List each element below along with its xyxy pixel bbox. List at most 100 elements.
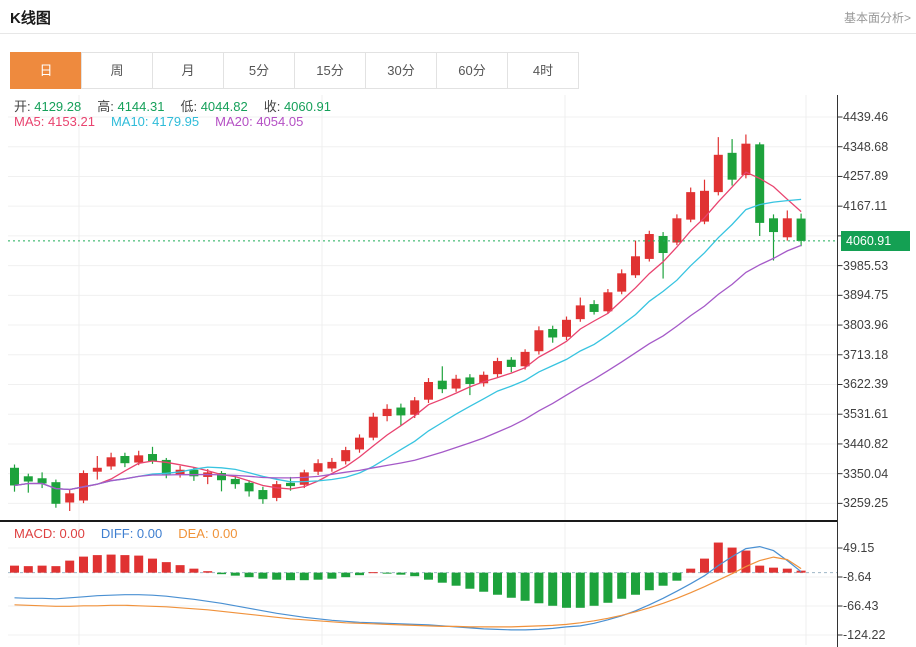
macd-bar [451, 572, 461, 586]
price-tick-label: 3713.18 [843, 347, 889, 362]
macd-bar [644, 572, 654, 591]
macd-bar [134, 555, 144, 573]
legend-item: DIFF: 0.00 [100, 526, 163, 541]
tab-周[interactable]: 周 [81, 52, 153, 89]
price-tick-label: 3894.75 [843, 288, 889, 303]
macd-bar [782, 568, 792, 573]
ma10-line [14, 198, 802, 491]
page-title: K线图 [10, 10, 51, 27]
macd-bar [161, 562, 171, 573]
candle-body [217, 473, 226, 481]
macd-tick-label: -124.22 [843, 628, 886, 642]
candle-body [562, 319, 571, 337]
candle-body [617, 273, 627, 292]
macd-bar [672, 572, 682, 581]
ma20-line [14, 244, 802, 491]
candle-body [230, 478, 240, 485]
tab-4时[interactable]: 4时 [507, 52, 579, 89]
macd-bar [65, 560, 75, 573]
candle-body [382, 408, 392, 417]
candle-body [451, 378, 461, 389]
macd-tick-label: -8.64 [843, 570, 872, 584]
candle-body [437, 380, 447, 390]
macd-bar [37, 565, 47, 573]
legend-item: MACD: 0.00 [14, 526, 85, 541]
macd-bar [244, 572, 254, 578]
macd-bar [769, 567, 778, 573]
macd-bar [51, 566, 61, 573]
price-tick-label: 3803.96 [843, 318, 889, 333]
macd-bar [727, 547, 737, 573]
candle-body [479, 374, 489, 384]
legend-item: 低: 4044.82 [180, 99, 248, 114]
grid-lines [8, 95, 838, 645]
ohlc-legend: 开: 4129.28 高: 4144.31 低: 4044.82 收: 4060.91 [14, 96, 347, 115]
candle-body [189, 469, 199, 477]
candle-body [506, 359, 516, 367]
current-price-label: 4060.91 [841, 230, 910, 251]
tab-5分[interactable]: 5分 [223, 52, 295, 89]
macd-bar [589, 572, 599, 606]
interval-tabs: 日周月 5分 15分 30分 60分 4时 [10, 52, 579, 89]
candle-body [465, 377, 475, 384]
candle-body [700, 190, 709, 222]
macd-bar [424, 572, 433, 580]
tab-日[interactable]: 日 [10, 52, 82, 89]
tab-15分[interactable]: 15分 [294, 52, 366, 89]
macd-bar [562, 572, 571, 608]
macd-bar [575, 572, 585, 608]
candle-body [134, 455, 144, 463]
candle-body [686, 192, 696, 220]
candle-body [575, 305, 585, 320]
price-tick-label: 3622.39 [843, 377, 889, 392]
macd-bar [23, 566, 33, 573]
macd-bar [755, 565, 765, 573]
price-tick-label: 3440.82 [843, 436, 889, 451]
candle-body [244, 482, 254, 492]
candle-body [286, 482, 295, 487]
candle-body [520, 351, 530, 367]
candle-body [368, 416, 378, 438]
candle-body [327, 461, 337, 469]
price-tick-label: 4167.11 [843, 199, 888, 214]
candle-body [672, 218, 682, 243]
candle-body [396, 407, 406, 416]
macd-bar [465, 572, 475, 589]
macd-legend: MACD: 0.00 DIFF: 0.00 DEA: 0.00 [14, 526, 254, 541]
candle-body [713, 154, 723, 193]
price-tick-label: 3985.53 [843, 258, 889, 273]
macd-bar [700, 558, 709, 573]
macd-bar [120, 555, 130, 573]
macd-bar [493, 572, 502, 595]
candle-body [148, 454, 157, 462]
candle-body [272, 484, 282, 498]
macd-bar [396, 572, 406, 575]
candle-body [755, 144, 765, 223]
candle-body [120, 455, 130, 464]
macd-bar [230, 572, 240, 576]
candle-body [644, 234, 654, 259]
macd-bar [520, 572, 530, 601]
price-tick-label: 4439.46 [843, 110, 889, 124]
macd-bar [148, 558, 157, 573]
tab-30分[interactable]: 30分 [365, 52, 437, 89]
candle-body [769, 218, 778, 233]
macd-bar [272, 572, 282, 580]
macd-bar [506, 572, 516, 598]
price-tick-label: 4348.68 [843, 139, 889, 154]
fundamental-analysis-link[interactable]: 基本面分析> [843, 11, 911, 25]
price-tick-label: 3531.61 [843, 407, 889, 422]
macd-bar [658, 572, 668, 586]
legend-item: 收: 4060.91 [263, 99, 331, 114]
macd-bar [631, 572, 640, 595]
candle-body [548, 328, 558, 338]
macd-bar [203, 571, 213, 573]
candle-body [51, 482, 61, 504]
macd-bar [382, 572, 392, 574]
candle-body [355, 437, 364, 450]
candle-body [106, 457, 116, 467]
candle-body [493, 361, 502, 375]
macd-bar [341, 572, 351, 578]
tab-月[interactable]: 月 [152, 52, 224, 89]
tab-60分[interactable]: 60分 [436, 52, 508, 89]
